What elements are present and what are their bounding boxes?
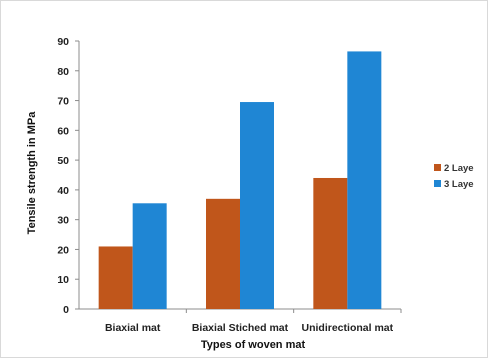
bar-series-2 — [347, 51, 382, 310]
y-axis-ticks: 0 10 20 30 40 50 60 70 80 90 — [57, 36, 79, 316]
y-tick-label: 20 — [57, 244, 69, 256]
legend-swatch — [434, 180, 441, 187]
x-tick-label: Biaxial Stiched mat — [192, 322, 289, 334]
bar-series-1 — [206, 198, 240, 309]
y-tick-label: 40 — [57, 185, 69, 197]
plot-area — [78, 41, 401, 310]
y-tick-label: 80 — [57, 66, 69, 78]
y-tick-label: 0 — [63, 304, 69, 316]
x-axis-ticks: Biaxial mat Biaxial Stiched mat Unidirecti… — [105, 309, 402, 334]
y-tick-label: 60 — [57, 125, 69, 137]
bar-series-2 — [240, 102, 274, 310]
legend-swatch — [434, 164, 441, 171]
legend-label: 3 Laye — [444, 179, 474, 190]
y-tick-label: 50 — [57, 155, 69, 167]
bar-series-1 — [313, 177, 348, 309]
bar-series-1 — [98, 246, 133, 309]
x-axis-title: Types of woven mat — [201, 339, 306, 351]
bar-series-2 — [132, 203, 167, 309]
x-tick-label: Biaxial mat — [105, 322, 161, 334]
x-tick-label: Unidirectional mat — [302, 322, 394, 334]
y-tick-label: 30 — [57, 215, 69, 227]
legend-label: 2 Laye — [444, 163, 474, 174]
y-tick-label: 10 — [57, 274, 69, 286]
y-tick-label: 70 — [57, 96, 69, 108]
y-axis-title: Tensile strength in MPa — [26, 111, 38, 235]
legend: 2 Laye 3 Laye — [434, 163, 474, 190]
y-tick-label: 90 — [57, 36, 69, 48]
